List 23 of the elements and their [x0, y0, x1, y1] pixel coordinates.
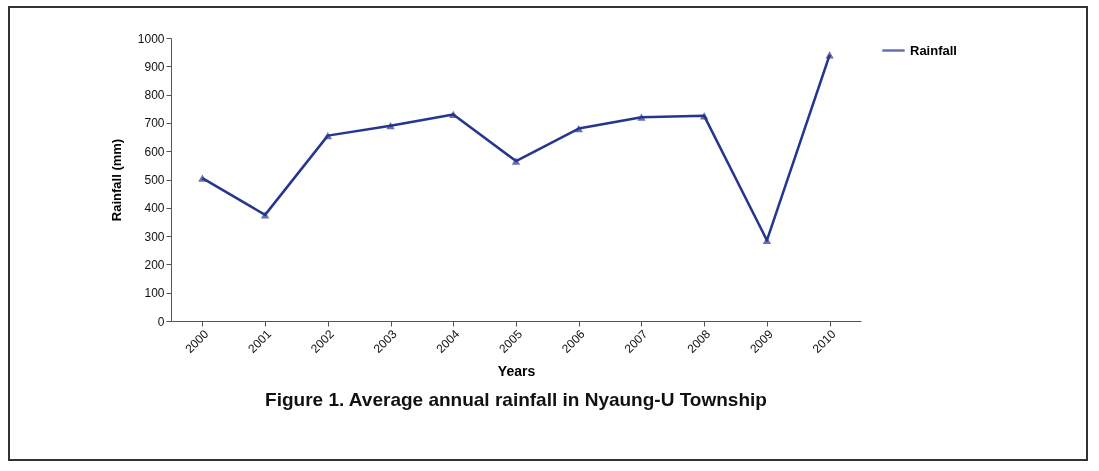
point	[511, 157, 521, 165]
text: Figure 1. Average annual rainfall in Nyaung-U Township	[265, 388, 767, 410]
point	[386, 122, 395, 130]
y-tick-label: 400	[144, 201, 165, 216]
y-tick-label: 1000	[137, 31, 165, 46]
point	[825, 51, 834, 59]
y-tick-label: 800	[144, 88, 165, 103]
y-tick-label: 700	[144, 116, 165, 131]
point	[637, 113, 646, 121]
point	[198, 174, 207, 182]
point	[323, 132, 332, 140]
legend-label: Rainfall	[910, 42, 957, 58]
point	[260, 211, 270, 219]
y-tick-label: 900	[144, 59, 165, 74]
y-tick-label: 600	[144, 144, 165, 159]
y-tick-label: 500	[144, 173, 165, 187]
y-tick-label: 300	[144, 229, 165, 244]
y-axis-title: Rainfall (mm)	[108, 138, 124, 222]
y-tick-label: 100	[144, 286, 165, 301]
y-tick-label: 0	[157, 314, 165, 329]
x-axis-title: Years	[497, 363, 536, 380]
point	[574, 124, 583, 133]
y-tick-label: 200	[144, 257, 165, 272]
